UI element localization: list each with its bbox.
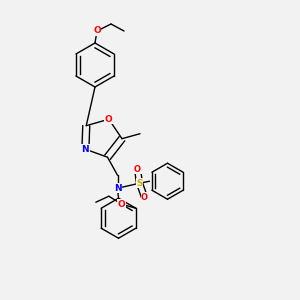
Text: N: N [82,145,89,154]
Text: N: N [114,184,121,193]
Text: O: O [134,165,141,174]
Text: O: O [141,193,148,202]
Text: S: S [136,179,143,188]
Text: O: O [105,115,113,124]
Text: O: O [93,26,101,35]
Text: O: O [118,200,126,209]
